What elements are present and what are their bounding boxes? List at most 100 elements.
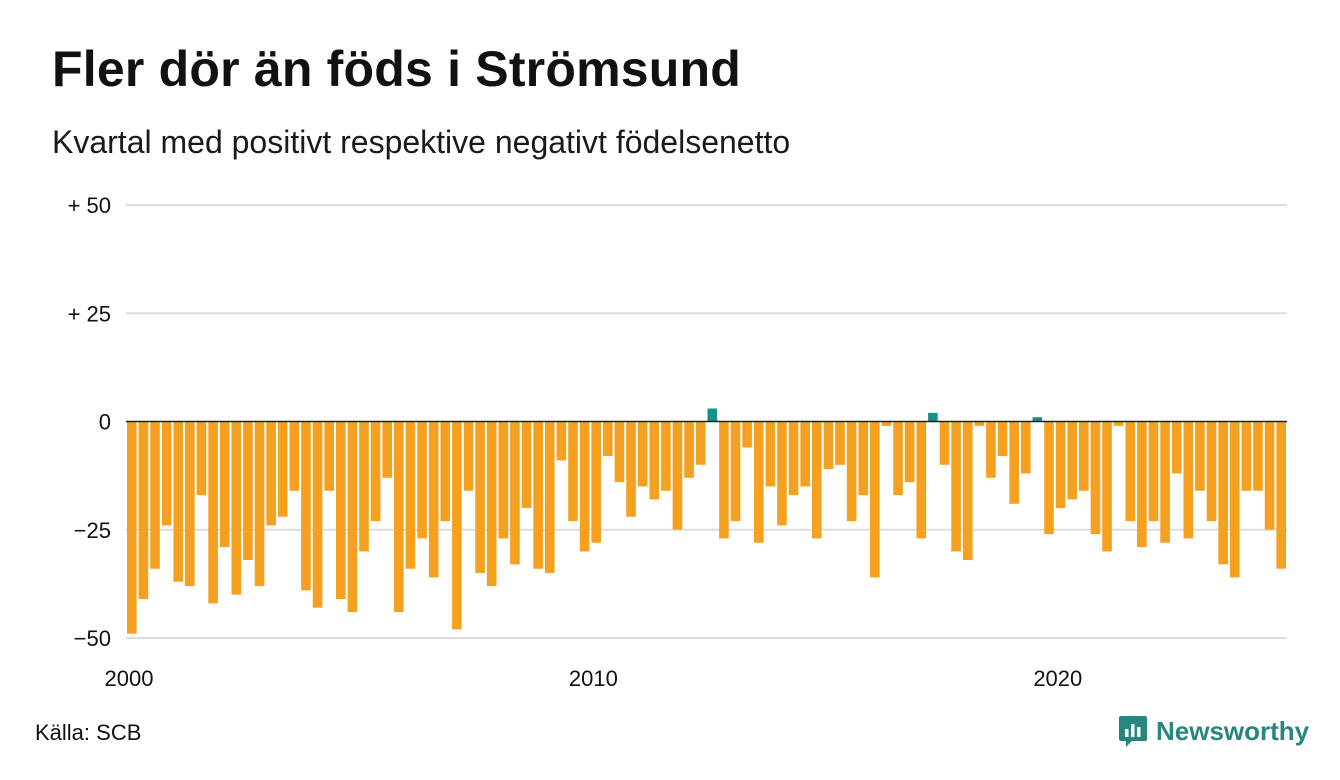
bar bbox=[498, 421, 509, 539]
bar bbox=[661, 421, 671, 491]
bar bbox=[405, 421, 416, 569]
bar bbox=[846, 421, 857, 522]
bar bbox=[544, 421, 555, 574]
bar bbox=[916, 421, 927, 539]
bar bbox=[243, 421, 253, 561]
bar bbox=[127, 421, 137, 634]
y-tick-label: + 50 bbox=[68, 193, 111, 218]
bar bbox=[626, 421, 636, 517]
bar bbox=[870, 421, 880, 578]
bar bbox=[510, 421, 520, 565]
bar bbox=[1102, 421, 1112, 552]
bar bbox=[219, 421, 230, 548]
bar bbox=[1090, 421, 1101, 535]
bar bbox=[254, 421, 265, 587]
bar bbox=[138, 421, 149, 600]
bar bbox=[1195, 421, 1205, 491]
bar bbox=[1229, 421, 1240, 578]
y-tick-label: −50 bbox=[74, 626, 111, 651]
bar bbox=[603, 421, 613, 457]
bar bbox=[521, 421, 532, 509]
bar bbox=[881, 421, 892, 426]
bar bbox=[672, 421, 683, 530]
chart-subtitle: Kvartal med positivt respektive negativt… bbox=[52, 124, 791, 160]
bar bbox=[1148, 421, 1159, 522]
bar bbox=[486, 421, 497, 587]
bar bbox=[231, 421, 242, 595]
bar bbox=[324, 421, 334, 491]
y-tick-label: + 25 bbox=[68, 301, 111, 326]
bar bbox=[1137, 421, 1147, 548]
bar bbox=[1253, 421, 1263, 491]
bar bbox=[742, 421, 752, 448]
bar bbox=[1032, 417, 1043, 422]
x-tick-label: 2000 bbox=[105, 666, 154, 691]
bar bbox=[359, 421, 369, 552]
bar bbox=[719, 421, 729, 539]
bar bbox=[649, 421, 660, 500]
chart-title: Fler dör än föds i Strömsund bbox=[52, 41, 741, 97]
bar-chart: + 50 + 25 0 −25 −50 2000 2010 2020 bbox=[68, 193, 1287, 691]
bar bbox=[1183, 421, 1194, 539]
bars bbox=[127, 408, 1286, 634]
bar bbox=[370, 421, 381, 522]
bar bbox=[637, 421, 648, 487]
x-tick-label: 2020 bbox=[1033, 666, 1082, 691]
bar bbox=[1218, 421, 1228, 565]
bar bbox=[440, 421, 451, 522]
bar bbox=[1276, 421, 1286, 569]
bar bbox=[579, 421, 590, 552]
bar bbox=[707, 408, 718, 422]
bar bbox=[1206, 421, 1217, 522]
bar bbox=[986, 421, 996, 478]
brand-name: Newsworthy bbox=[1156, 715, 1310, 746]
bar bbox=[962, 421, 973, 561]
bar bbox=[301, 421, 311, 591]
bar bbox=[928, 412, 938, 422]
bar bbox=[394, 421, 404, 613]
bar bbox=[556, 421, 567, 461]
bar bbox=[1055, 421, 1066, 509]
bar bbox=[614, 421, 625, 483]
bar bbox=[150, 421, 160, 569]
bar bbox=[1079, 421, 1089, 491]
bar bbox=[1125, 421, 1136, 522]
bar bbox=[951, 421, 961, 552]
bar bbox=[997, 421, 1008, 457]
bar bbox=[695, 421, 706, 465]
bar bbox=[823, 421, 834, 470]
y-tick-label: 0 bbox=[99, 410, 111, 435]
bar bbox=[196, 421, 207, 496]
bar bbox=[800, 421, 810, 487]
bar bbox=[208, 421, 218, 604]
bar bbox=[835, 421, 845, 465]
bar bbox=[858, 421, 869, 496]
bar bbox=[1009, 421, 1019, 504]
bar bbox=[974, 421, 985, 426]
bar bbox=[266, 421, 276, 526]
bar bbox=[1171, 421, 1182, 474]
bar bbox=[475, 421, 485, 574]
bar bbox=[1044, 421, 1054, 535]
bar bbox=[939, 421, 950, 465]
bar bbox=[335, 421, 346, 600]
bar bbox=[1067, 421, 1078, 500]
y-tick-label: −25 bbox=[74, 518, 111, 543]
bar bbox=[382, 421, 393, 478]
bar bbox=[428, 421, 439, 578]
bar bbox=[788, 421, 799, 496]
bar bbox=[1241, 421, 1252, 491]
x-tick-labels: 2000 2010 2020 bbox=[105, 666, 1083, 691]
bar bbox=[893, 421, 903, 496]
x-tick-label: 2010 bbox=[569, 666, 618, 691]
brand-logo: Newsworthy bbox=[1118, 714, 1309, 748]
bar bbox=[777, 421, 787, 526]
bar bbox=[730, 421, 741, 522]
bar bbox=[289, 421, 300, 491]
bar bbox=[312, 421, 323, 608]
bar bbox=[417, 421, 427, 539]
bar bbox=[765, 421, 776, 487]
bar bbox=[753, 421, 764, 543]
bar bbox=[161, 421, 172, 526]
bar bbox=[185, 421, 195, 587]
